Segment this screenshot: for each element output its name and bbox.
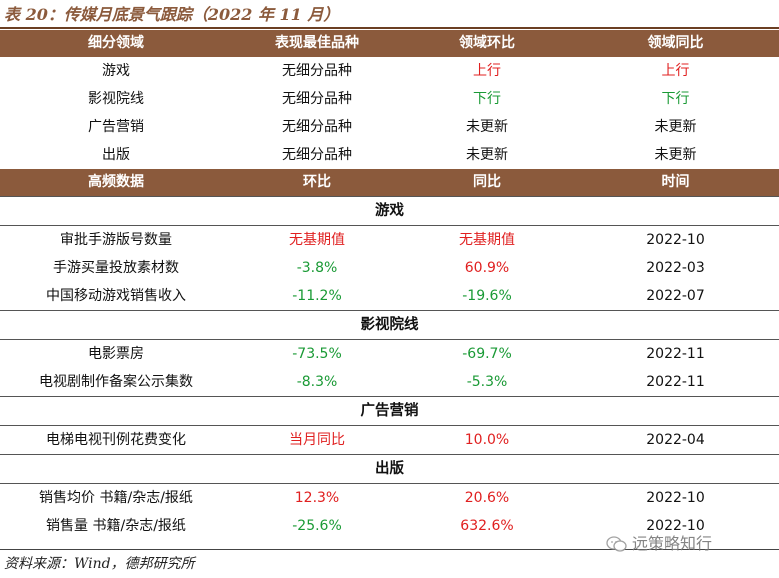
- table-cell: -3.8%: [296, 260, 338, 276]
- column-header: 高频数据: [0, 169, 232, 197]
- table-cell: 下行: [473, 91, 501, 107]
- table-row: 销售量 书籍/杂志/报纸 -25.6% 632.6% 2022-10: [0, 512, 779, 540]
- wechat-icon: [606, 536, 627, 552]
- table-caption: 表 20：传媒月底景气跟踪（2022 年 11 月）: [4, 5, 340, 24]
- table-cell: 影视院线: [88, 91, 144, 107]
- table-row: 游戏 无细分品种 上行 上行: [0, 57, 779, 85]
- table-cell: 审批手游版号数量: [60, 232, 172, 248]
- header-row-high-frequency: 高频数据 环比 同比 时间: [0, 169, 779, 197]
- table-cell: -11.2%: [292, 288, 342, 304]
- table-cell: 未更新: [466, 147, 508, 163]
- table-cell: -25.6%: [292, 518, 342, 534]
- table-cell: 无细分品种: [282, 119, 352, 135]
- table-cell: 2022-10: [646, 490, 705, 506]
- table-cell: 销售量 书籍/杂志/报纸: [46, 518, 186, 534]
- table-cell: 广告营销: [88, 119, 144, 135]
- table-cell: 无细分品种: [282, 91, 352, 107]
- bottom-rule: [0, 549, 779, 550]
- group-title-row: 游戏: [0, 196, 779, 226]
- table-row: 手游买量投放素材数 -3.8% 60.9% 2022-03: [0, 254, 779, 282]
- table-row: 电视剧制作备案公示集数 -8.3% -5.3% 2022-11: [0, 368, 779, 397]
- table-row: 审批手游版号数量 无基期值 无基期值 2022-10: [0, 226, 779, 255]
- table-cell: 2022-07: [646, 288, 705, 304]
- table-cell: -19.6%: [462, 288, 512, 304]
- table-row: 电梯电视刊例花费变化 当月同比 10.0% 2022-04: [0, 426, 779, 455]
- table-cell: 无细分品种: [282, 147, 352, 163]
- table-row: 销售均价 书籍/杂志/报纸 12.3% 20.6% 2022-10: [0, 484, 779, 513]
- watermark-text: 远策略知行: [632, 534, 713, 553]
- column-header: 领域环比: [402, 30, 572, 57]
- table-cell: -73.5%: [292, 346, 342, 362]
- table-cell: 无基期值: [459, 232, 515, 248]
- group-title: 出版: [0, 454, 779, 484]
- table-cell: 销售均价 书籍/杂志/报纸: [39, 490, 193, 506]
- column-header: 领域同比: [572, 30, 779, 57]
- table-cell: 60.9%: [464, 260, 510, 276]
- group-title: 影视院线: [0, 310, 779, 340]
- column-header: 同比: [402, 169, 572, 197]
- table-cell: -8.3%: [296, 374, 338, 390]
- table-cell: 未更新: [654, 147, 697, 163]
- column-header: 表现最佳品种: [232, 30, 402, 57]
- column-header: 细分领域: [0, 30, 232, 57]
- table-cell: 上行: [473, 63, 501, 79]
- group-title-row: 影视院线: [0, 310, 779, 340]
- table-row: 电影票房 -73.5% -69.7% 2022-11: [0, 340, 779, 369]
- source-note: 资料来源：Wind，德邦研究所: [4, 556, 195, 572]
- top-rule: [0, 27, 779, 29]
- table-cell: 出版: [102, 147, 130, 163]
- table-cell: 下行: [661, 91, 690, 107]
- table-row: 出版 无细分品种 未更新 未更新: [0, 141, 779, 169]
- group-title: 游戏: [0, 196, 779, 226]
- column-header: 环比: [232, 169, 402, 197]
- watermark: 远策略知行: [606, 532, 712, 556]
- table-cell: 当月同比: [289, 432, 345, 448]
- table-cell: 2022-11: [646, 374, 705, 390]
- table-cell: 12.3%: [294, 490, 340, 506]
- table-cell: 无细分品种: [282, 63, 352, 79]
- column-header: 时间: [572, 169, 779, 197]
- table-cell: 中国移动游戏销售收入: [46, 288, 186, 304]
- header-row-domains: 细分领域 表现最佳品种 领域环比 领域同比: [0, 30, 779, 57]
- table-cell: 上行: [661, 63, 690, 79]
- table-cell: 手游买量投放素材数: [53, 260, 179, 276]
- table-cell: 632.6%: [460, 518, 514, 534]
- table-cell: 2022-03: [646, 260, 705, 276]
- table-cell: 10.0%: [464, 432, 510, 448]
- table-cell: 2022-10: [646, 518, 705, 534]
- table-cell: 未更新: [466, 119, 508, 135]
- table-cell: -69.7%: [462, 346, 512, 362]
- sentiment-table: 细分领域 表现最佳品种 领域环比 领域同比 游戏 无细分品种 上行 上行 影视院线 无细分品种 下行…: [0, 30, 779, 540]
- group-title-row: 广告营销: [0, 396, 779, 426]
- table-cell: 游戏: [102, 63, 130, 79]
- table-cell: 电梯电视刊例花费变化: [46, 432, 186, 448]
- table-row: 中国移动游戏销售收入 -11.2% -19.6% 2022-07: [0, 282, 779, 311]
- table-cell: 未更新: [654, 119, 697, 135]
- table-cell: 2022-11: [646, 346, 705, 362]
- table-row: 广告营销 无细分品种 未更新 未更新: [0, 113, 779, 141]
- group-title: 广告营销: [0, 396, 779, 426]
- table-cell: 2022-10: [646, 232, 705, 248]
- group-title-row: 出版: [0, 454, 779, 484]
- table-cell: 无基期值: [289, 232, 345, 248]
- table-cell: 电影票房: [88, 346, 144, 362]
- table-cell: 20.6%: [464, 490, 510, 506]
- table-cell: -5.3%: [466, 374, 508, 390]
- table-row: 影视院线 无细分品种 下行 下行: [0, 85, 779, 113]
- table-cell: 2022-04: [646, 432, 705, 448]
- table-cell: 电视剧制作备案公示集数: [39, 374, 193, 390]
